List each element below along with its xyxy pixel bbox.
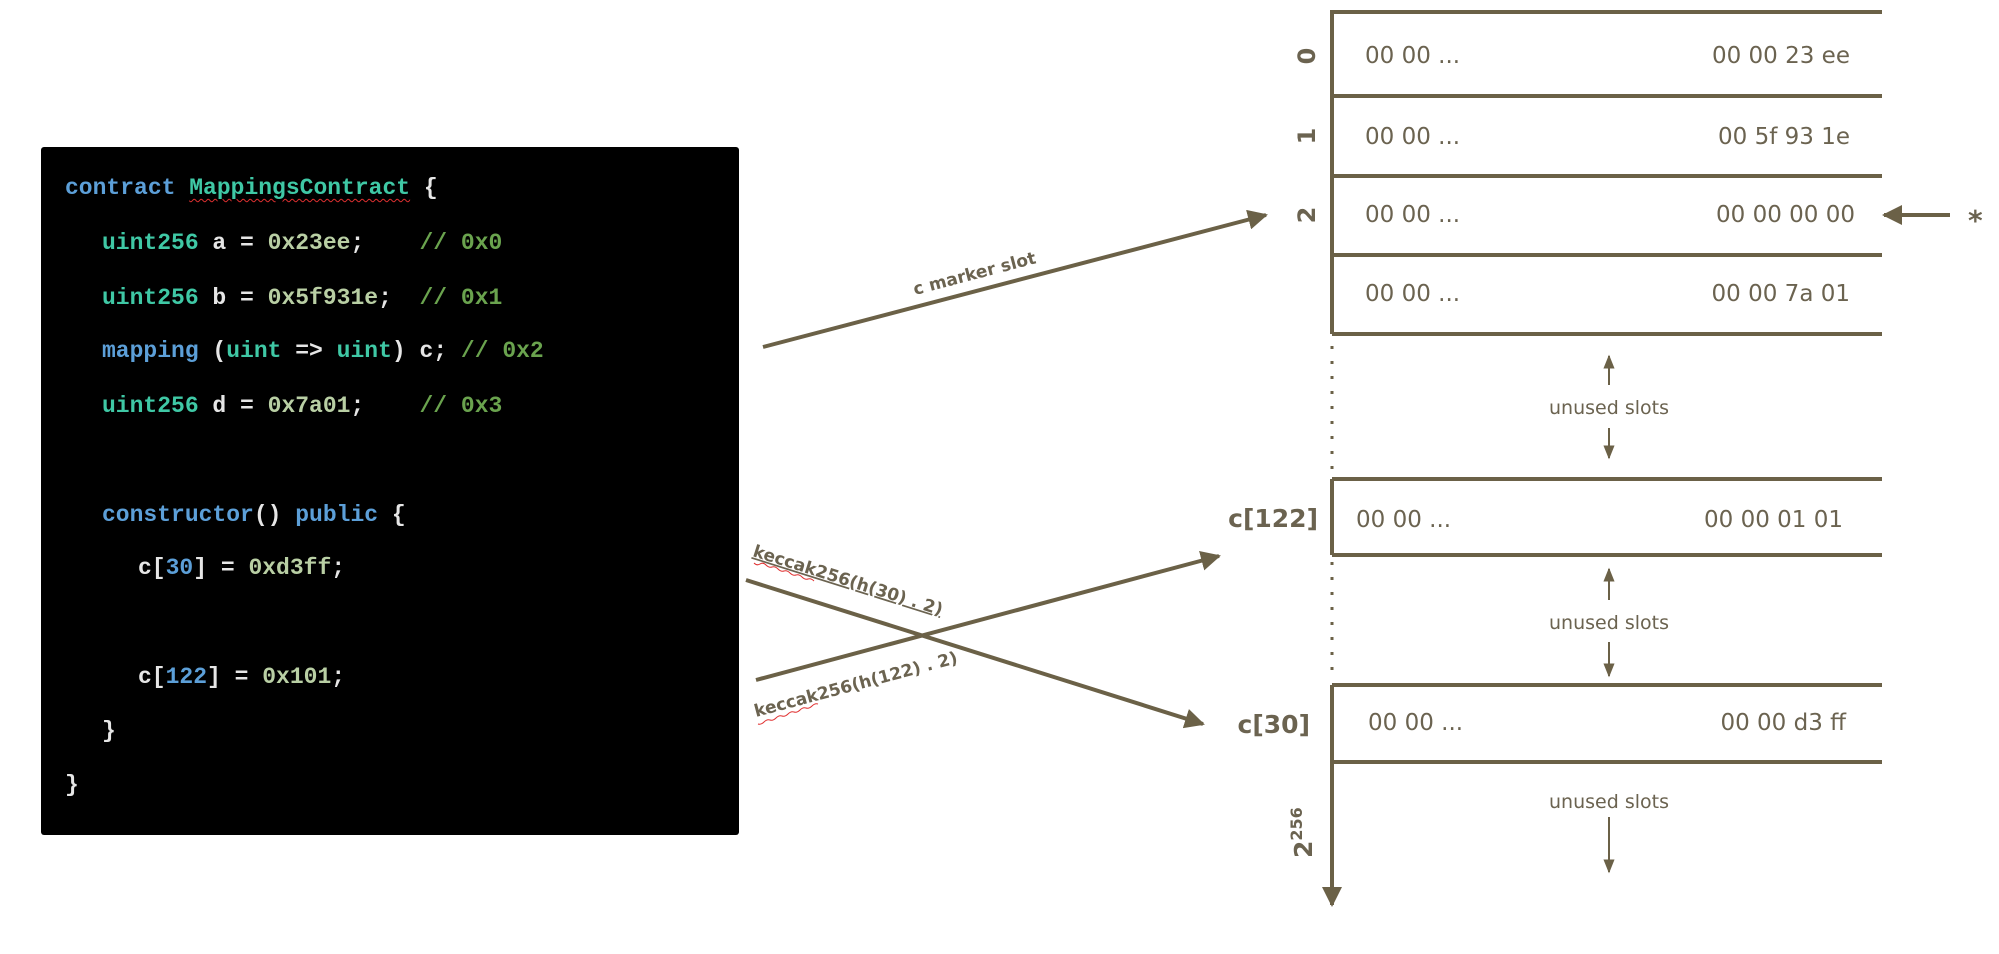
code-token: uint [336,338,392,364]
c30-left: 00 00 ... [1368,710,1463,736]
code-token: ; [378,285,420,311]
code-token: 30 [165,555,194,581]
code-token: // 0x0 [419,230,503,256]
code-line: uint256 b = 0x5f931e; // 0x1 [102,285,502,311]
code-token: uint256 [102,393,199,419]
code-line: uint256 a = 0x23ee; // 0x0 [102,230,502,256]
code-token: ] = [193,555,249,581]
code-token: 122 [165,664,208,690]
slot-2-left: 00 00 ... [1365,202,1460,228]
svg-text:2256: 2256 [1287,807,1318,858]
code-token: => [281,338,337,364]
storage-end-label: 2256 [1287,807,1318,858]
code-token: 0x7a01 [267,393,351,419]
c122-left: 00 00 ... [1356,507,1451,533]
code-token: uint [226,338,282,364]
code-token: 0x23ee [267,230,351,256]
c122-right: 00 00 01 01 [1704,507,1843,533]
spellcheck-squiggle [757,703,819,725]
code-token: b = [198,285,268,311]
code-token: { [410,175,438,201]
code-token: contract [65,175,190,201]
code-token: } [102,718,116,744]
code-token: mapping [102,338,199,364]
code-token: // 0x1 [419,285,503,311]
slot-0-left: 00 00 ... [1365,43,1460,69]
unused-slots-label: unused slots [1549,397,1669,419]
code-token: ] = [207,664,263,690]
code-line: c[30] = 0xd3ff; [138,555,345,581]
code-line: c[122] = 0x101; [138,664,345,690]
slot-1-left: 00 00 ... [1365,124,1460,150]
slot-3-left: 00 00 ... [1365,281,1460,307]
code-token: ; [331,664,346,690]
code-token: ; [350,230,420,256]
code-token: ; [331,555,346,581]
marker-star: * [1968,204,1983,237]
code-line: } [65,772,79,798]
slot-3-right: 00 00 7a 01 [1712,281,1850,307]
code-token: uint256 [102,285,199,311]
code-line: constructor() public { [102,502,406,528]
code-token: 0x101 [262,664,332,690]
code-token: { [378,502,406,528]
c30-label: c[30] [1238,710,1310,739]
slot-1-right: 00 5f 93 1e [1718,124,1850,150]
c122-label: c[122] [1228,504,1318,533]
keccak30-label: keccak256(h(30) . 2) [750,542,945,621]
code-token: d = [198,393,268,419]
code-token: 0x5f931e [267,285,379,311]
code-token: constructor [102,502,254,528]
code-token: 0xd3ff [248,555,332,581]
code-line: mapping (uint => uint) c; // 0x2 [102,338,544,364]
code-line: uint256 d = 0x7a01; // 0x3 [102,393,502,419]
slot-index-1: 1 [1293,128,1321,145]
code-token: // 0x2 [460,338,544,364]
slot-2-right: 00 00 00 00 [1716,202,1855,228]
code-token: () [253,502,296,528]
code-token: ( [198,338,227,364]
c-marker-arrow [762,209,1268,349]
code-token: a = [198,230,268,256]
code-token: uint256 [102,230,199,256]
code-token: ; [350,393,420,419]
unused-slots-label: unused slots [1549,791,1669,813]
keccak122-arrow [755,550,1221,682]
keccak30-arrow [745,578,1205,729]
keccak122-label: keccak256(h(122) . 2) [752,648,960,722]
code-token: c[ [138,555,166,581]
code-token: public [295,502,379,528]
code-token: } [65,772,79,798]
code-panel: contract MappingsContract { uint256 a = 0… [41,147,739,835]
code-token: c[ [138,664,166,690]
unused-slots-label: unused slots [1549,612,1669,634]
slot-index-2: 2 [1293,207,1321,224]
slot-0-right: 00 00 23 ee [1712,43,1850,69]
code-line: } [102,718,116,744]
code-token: // 0x3 [419,393,503,419]
code-token: MappingsContract [189,175,411,201]
slot-index-0: 0 [1293,48,1321,65]
code-line: contract MappingsContract { [65,175,438,201]
spellcheck-squiggle [753,562,815,582]
code-token: ) c; [391,338,461,364]
c30-right: 00 00 d3 ff [1720,710,1847,736]
